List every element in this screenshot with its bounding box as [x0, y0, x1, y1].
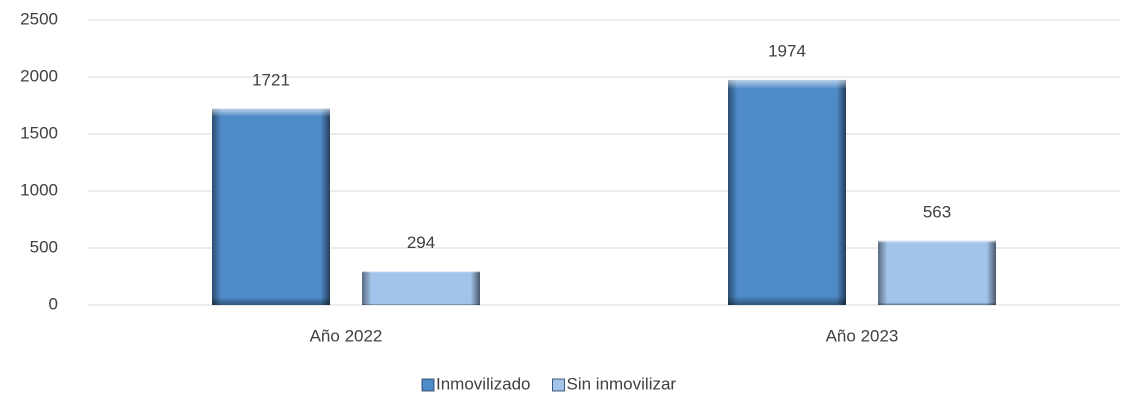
data-label: 563 — [923, 202, 951, 221]
y-tick-label: 1500 — [20, 123, 58, 142]
data-label: 1721 — [252, 70, 290, 89]
y-tick-label: 2500 — [20, 9, 58, 28]
legend-label: Sin inmovilizar — [567, 374, 677, 393]
data-label: 294 — [407, 233, 435, 252]
y-tick-label: 500 — [30, 237, 58, 256]
legend-label: Inmovilizado — [436, 374, 531, 393]
legend-swatch — [421, 378, 435, 392]
bar — [212, 108, 330, 305]
bar — [878, 240, 996, 305]
y-tick-label: 2000 — [20, 66, 58, 85]
x-tick-label: Año 2023 — [826, 326, 899, 345]
y-tick-label: 0 — [49, 294, 58, 313]
x-tick-label: Año 2022 — [310, 326, 383, 345]
bar — [362, 271, 480, 305]
data-label: 1974 — [768, 41, 806, 60]
bar — [728, 79, 846, 306]
legend-swatch — [552, 378, 565, 392]
y-tick-label: 1000 — [20, 180, 58, 199]
